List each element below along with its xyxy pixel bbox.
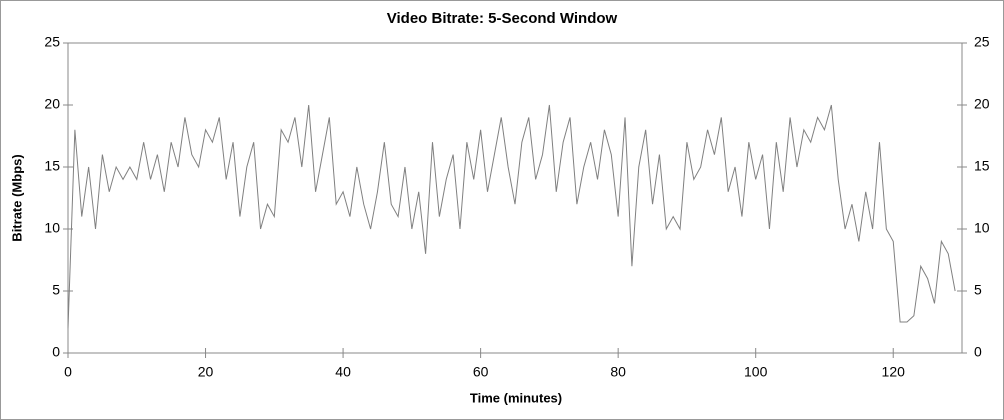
x-tick-label: 20 <box>198 364 214 380</box>
x-tick-label: 60 <box>473 364 489 380</box>
y-tick-label: 5 <box>52 282 60 298</box>
y-tick-label: 15 <box>44 158 60 174</box>
y2-tick-label: 15 <box>974 158 990 174</box>
x-tick-label: 120 <box>882 364 906 380</box>
y2-tick-label: 0 <box>974 344 982 360</box>
y-tick-label: 0 <box>52 344 60 360</box>
plot-area <box>67 42 963 354</box>
y-tick-label: 20 <box>44 96 60 112</box>
y2-tick-label: 25 <box>974 34 990 50</box>
y-tick-label: 25 <box>44 34 60 50</box>
x-tick-label: 80 <box>610 364 626 380</box>
x-tick-label: 100 <box>744 364 768 380</box>
x-tick-label: 0 <box>64 364 72 380</box>
bitrate-line <box>67 104 956 329</box>
x-axis-label: Time (minutes) <box>470 390 562 405</box>
y-axis-label: Bitrate (Mbps) <box>9 154 24 241</box>
x-tick-label: 40 <box>335 364 351 380</box>
y2-tick-label: 10 <box>974 220 990 236</box>
y-tick-label: 10 <box>44 220 60 236</box>
y2-tick-label: 5 <box>974 282 982 298</box>
y2-tick-label: 20 <box>974 96 990 112</box>
chart-title: Video Bitrate: 5-Second Window <box>387 10 618 27</box>
